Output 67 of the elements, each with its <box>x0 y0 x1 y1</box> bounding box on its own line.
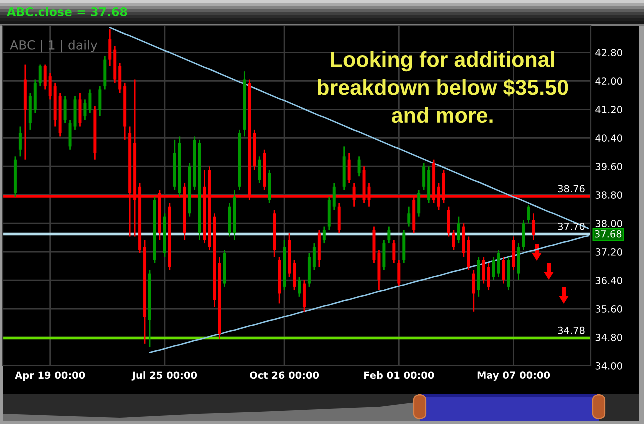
candlestick <box>388 226 391 244</box>
x-tick-label: May 07 00:00 <box>478 372 550 381</box>
y-tick-label: 36.40 <box>596 277 622 284</box>
y-tick-label: 38.00 <box>596 220 622 228</box>
candlestick <box>332 182 336 211</box>
ref-line-label: 37.70 <box>558 222 585 230</box>
ref-line-label: 34.78 <box>558 326 585 334</box>
y-tick-label: 34.80 <box>596 334 622 342</box>
candlestick <box>532 212 536 242</box>
annotation: Looking for additional breakdown below $35.50 and more. <box>318 52 568 124</box>
candlestick <box>312 242 316 271</box>
candlestick <box>322 226 326 244</box>
y-tick-label: 38.80 <box>596 192 622 199</box>
y-tick-label: 39.60 <box>596 163 622 170</box>
candlestick <box>348 152 351 184</box>
candlestick <box>18 126 22 158</box>
annotation: 37.68 <box>595 230 622 238</box>
candlestick <box>527 204 530 224</box>
line-series <box>109 27 590 230</box>
candlestick <box>472 270 476 313</box>
x-tick-label: Oct 26 00:00 <box>250 372 320 380</box>
candlestick <box>98 86 102 118</box>
candlestick <box>487 262 490 292</box>
y-tick-label: 40.40 <box>596 134 622 142</box>
candlestick <box>452 230 456 251</box>
candlestick <box>492 256 496 281</box>
candlestick <box>302 280 306 313</box>
text: ABC | 1 | daily <box>10 40 98 53</box>
chart-title: ABC.close = 37.68 <box>7 7 128 16</box>
candlestick <box>293 260 296 292</box>
candlestick <box>338 202 341 234</box>
candlestick <box>392 240 396 264</box>
y-tick-label: 42.00 <box>596 78 622 86</box>
candlestick <box>398 260 401 287</box>
candlestick <box>68 119 72 151</box>
candlestick <box>38 64 42 88</box>
line-series <box>149 235 590 354</box>
candlestick <box>118 62 122 94</box>
candlestick <box>522 219 526 251</box>
candlestick <box>78 92 82 128</box>
x-tick-label: Feb 01 00:00 <box>364 372 434 380</box>
candlestick <box>447 206 450 238</box>
candlestick <box>88 89 92 114</box>
x-tick-label: Jul 25 00:00 <box>132 372 198 381</box>
y-tick-label: 35.60 <box>596 306 622 313</box>
candlestick <box>108 28 112 67</box>
candlestick <box>358 156 361 178</box>
y-tick-label: 42.80 <box>596 49 622 57</box>
candlestick <box>48 72 52 100</box>
candlestick <box>258 156 262 184</box>
candlestick <box>482 256 486 284</box>
candlestick <box>64 96 67 124</box>
candlestick <box>502 256 506 284</box>
y-tick-label: 41.20 <box>596 106 622 114</box>
y-tick-label: 34.00 <box>596 362 622 370</box>
ref-line-label: 38.76 <box>558 185 585 193</box>
x-tick-label: Apr 19 00:00 <box>15 372 86 381</box>
candlestick <box>84 99 87 121</box>
candlestick <box>298 276 301 298</box>
y-tick-label: 37.20 <box>596 248 622 256</box>
candlestick <box>422 162 426 191</box>
candlestick <box>418 189 421 218</box>
candlestick <box>497 250 500 278</box>
candlestick <box>382 240 386 271</box>
candlestick <box>44 64 47 90</box>
candlestick <box>457 216 460 244</box>
candlestick <box>408 206 411 228</box>
